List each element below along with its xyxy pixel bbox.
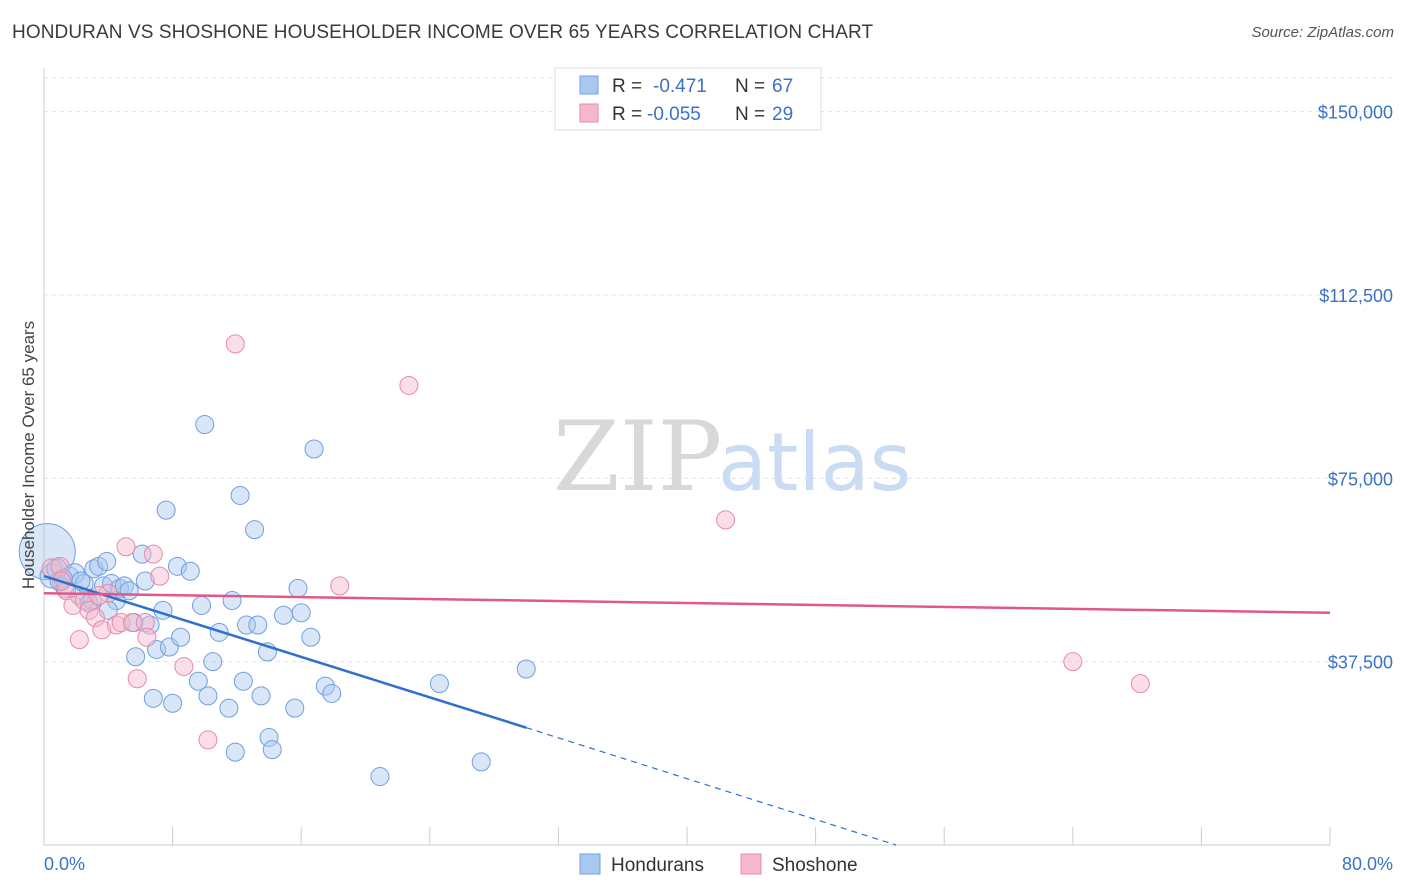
y-axis-label: Householder Income Over 65 years bbox=[19, 321, 38, 589]
honduran-point bbox=[135, 571, 155, 591]
shoshone-trend-line bbox=[43, 591, 1331, 615]
y-tick-labels: $37,500 $75,000 $112,500 $150,000 bbox=[1318, 103, 1393, 673]
honduran-point bbox=[304, 439, 324, 459]
legend-n-label-2: N = bbox=[735, 104, 765, 125]
shoshone-point bbox=[399, 375, 419, 395]
honduran-point bbox=[203, 652, 223, 672]
honduran-point bbox=[237, 615, 257, 635]
shoshone-point bbox=[716, 510, 736, 530]
honduran-point bbox=[291, 603, 311, 623]
honduran-point bbox=[188, 671, 208, 691]
shoshone-point bbox=[137, 627, 157, 647]
y-tick-label: $112,500 bbox=[1319, 286, 1393, 306]
legend-r-label-1: R = bbox=[612, 76, 642, 97]
axes bbox=[43, 68, 1331, 846]
x-tick-label-max: 80.0% bbox=[1342, 854, 1393, 874]
honduran-point bbox=[248, 615, 268, 635]
y-tick-label: $37,500 bbox=[1328, 653, 1393, 673]
honduran-point bbox=[315, 676, 335, 696]
shoshone-point bbox=[92, 620, 112, 640]
honduran-point bbox=[370, 767, 390, 787]
honduran-point bbox=[222, 591, 242, 611]
shoshone-point bbox=[174, 657, 194, 677]
honduran-point bbox=[143, 688, 163, 708]
shoshone-point bbox=[143, 544, 163, 564]
legend-r-label-2: R = bbox=[612, 104, 642, 125]
shoshone-point bbox=[50, 556, 70, 576]
honduran-point bbox=[230, 485, 250, 505]
shoshone-point bbox=[116, 537, 136, 557]
shoshone-point bbox=[69, 630, 89, 650]
honduran-point bbox=[156, 500, 176, 520]
legend-swatch-hondurans bbox=[579, 75, 599, 95]
honduran-point bbox=[429, 674, 449, 694]
shoshone-point bbox=[85, 608, 105, 628]
legend-r-value-2: -0.055 bbox=[647, 104, 701, 125]
bottom-legend-swatch-shoshone bbox=[740, 853, 762, 875]
honduran-point bbox=[132, 544, 152, 564]
honduran-point bbox=[471, 752, 491, 772]
legend-n-value-2: 29 bbox=[772, 104, 793, 125]
honduran-trend-line bbox=[43, 574, 527, 729]
honduran-point bbox=[285, 698, 305, 718]
chart-title: HONDURAN VS SHOSHONE HOUSEHOLDER INCOME … bbox=[12, 22, 874, 43]
source-label: Source: ZipAtlas.com bbox=[1251, 24, 1394, 41]
honduran-point bbox=[288, 578, 308, 598]
legend-n-label-1: N = bbox=[735, 76, 765, 97]
honduran-trend-extension bbox=[526, 727, 897, 846]
bottom-legend-swatch-hondurans bbox=[579, 853, 601, 875]
shoshone-point bbox=[330, 576, 350, 596]
honduran-point bbox=[163, 693, 183, 713]
honduran-point bbox=[198, 686, 218, 706]
honduran-point bbox=[245, 520, 265, 540]
watermark-atlas: atlas bbox=[718, 416, 911, 509]
grid-lines bbox=[44, 77, 1395, 663]
legend-swatch-shoshone bbox=[579, 103, 599, 123]
honduran-point bbox=[262, 740, 282, 760]
y-tick-label: $75,000 bbox=[1328, 469, 1393, 489]
shoshone-point bbox=[225, 334, 245, 354]
y-tick-label: $150,000 bbox=[1318, 103, 1393, 123]
honduran-point bbox=[192, 595, 212, 615]
honduran-point bbox=[119, 581, 139, 601]
shoshone-point bbox=[198, 730, 218, 750]
bottom-legend-shoshone: Shoshone bbox=[772, 855, 858, 876]
honduran-point bbox=[301, 627, 321, 647]
shoshone-point bbox=[127, 669, 147, 689]
x-tick-label-min: 0.0% bbox=[44, 854, 85, 874]
series-hondurans bbox=[18, 415, 536, 787]
honduran-point bbox=[225, 742, 245, 762]
honduran-point bbox=[259, 727, 279, 747]
honduran-point bbox=[167, 556, 187, 576]
honduran-point bbox=[274, 605, 294, 625]
honduran-point bbox=[516, 659, 536, 679]
bottom-legend-hondurans: Hondurans bbox=[611, 855, 704, 876]
shoshone-point bbox=[150, 566, 170, 586]
legend-r-value-1: -0.471 bbox=[653, 76, 707, 97]
series-legend: Hondurans Shoshone bbox=[579, 853, 858, 876]
watermark-zip: ZIP bbox=[553, 401, 722, 513]
honduran-point bbox=[97, 551, 117, 571]
honduran-point bbox=[171, 627, 191, 647]
honduran-point bbox=[322, 683, 342, 703]
honduran-point bbox=[251, 686, 271, 706]
watermark: ZIP atlas bbox=[553, 401, 911, 513]
honduran-point bbox=[180, 561, 200, 581]
honduran-point bbox=[233, 671, 253, 691]
shoshone-point bbox=[1130, 674, 1150, 694]
stats-legend: R = -0.471 N = 67 R = -0.055 N = 29 bbox=[554, 67, 822, 131]
shoshone-point bbox=[135, 613, 155, 633]
shoshone-point bbox=[111, 613, 131, 633]
shoshone-point bbox=[79, 600, 99, 620]
honduran-point bbox=[219, 698, 239, 718]
legend-n-value-1: 67 bbox=[772, 76, 793, 97]
shoshone-point bbox=[74, 591, 94, 611]
shoshone-point bbox=[106, 615, 126, 635]
honduran-point bbox=[126, 647, 146, 667]
trend-lines bbox=[43, 574, 1331, 846]
x-tick-labels: 0.0% 80.0% bbox=[44, 854, 1393, 874]
honduran-point bbox=[195, 415, 215, 435]
shoshone-point bbox=[1063, 652, 1083, 672]
